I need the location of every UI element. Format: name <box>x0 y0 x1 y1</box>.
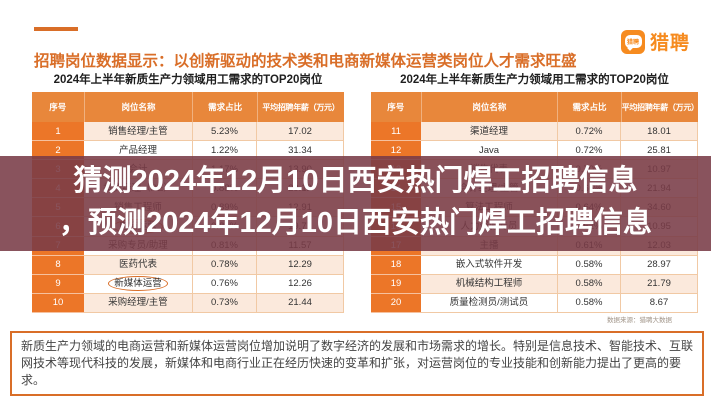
overlay-title-line2: ，预测2024年12月10日西安热门焊工招聘信息 <box>58 207 653 239</box>
job-name-text: 产品经理 <box>118 144 157 156</box>
table-row: 12 Java 0.72% 25.81 <box>371 141 698 161</box>
table-row: 19 机械结构工程师 0.58% 21.79 <box>371 274 698 294</box>
job-name-cell: 医药代表 <box>84 255 193 275</box>
job-name-text: 采购经理/主管 <box>108 297 168 309</box>
rank-cell: 9 <box>32 274 84 294</box>
salary-cell: 8.67 <box>621 293 698 313</box>
share-cell: 0.73% <box>193 293 257 313</box>
job-name-text: 医药代表 <box>118 259 157 271</box>
job-name-cell: 采购经理/主管 <box>84 293 193 313</box>
table-header-row: 序号 岗位名称 需求占比 平均招聘年薪（万元） <box>371 92 699 122</box>
table-title: 2024年上半年新质生产力领域用工需求的TOP20岗位 <box>53 74 323 86</box>
liepin-logo-text: 猎聘 <box>650 33 691 54</box>
job-name-text: Java <box>478 144 500 156</box>
salary-cell: 21.79 <box>621 274 698 294</box>
report-headline: 招聘岗位数据显示：以创新驱动的技术类和电商新媒体运营类岗位人才需求旺盛 <box>34 53 577 70</box>
salary-cell: 12.26 <box>257 274 344 294</box>
share-cell: 0.78% <box>193 255 257 275</box>
job-name-text: 机械结构工程师 <box>455 278 523 290</box>
overlay-title-line1: 猜测2024年12月10日西安热门焊工招聘信息 <box>73 165 638 197</box>
job-name-text: 销售经理/主管 <box>108 125 168 137</box>
job-name-text: 新媒体运营 <box>108 276 168 292</box>
rank-cell: 18 <box>371 255 421 275</box>
rank-cell: 20 <box>371 293 421 313</box>
share-cell: 0.58% <box>558 293 621 313</box>
salary-cell: 21.44 <box>257 293 344 313</box>
column-header-name: 岗位名称 <box>422 92 559 122</box>
data-source-note: 数据来源：猎聘大数据 <box>607 317 672 324</box>
table-row: 20 质量检测员/测试员 0.58% 8.67 <box>371 293 698 313</box>
share-cell: 0.58% <box>558 274 621 294</box>
column-header-salary: 平均招聘年薪（万元） <box>262 102 340 112</box>
table-row: 1 销售经理/主管 5.23% 17.02 <box>32 122 344 142</box>
column-header-share: 需求占比 <box>558 92 622 122</box>
share-cell: 0.76% <box>193 274 257 294</box>
table-row: 10 采购经理/主管 0.73% 21.44 <box>32 293 344 313</box>
share-cell: 5.23% <box>193 122 257 142</box>
column-header-share: 需求占比 <box>193 92 258 122</box>
table-row: 11 渠道经理 0.72% 18.01 <box>371 122 698 142</box>
share-cell: 0.58% <box>558 255 621 275</box>
column-header-name: 岗位名称 <box>85 92 194 122</box>
rank-cell: 10 <box>32 293 84 313</box>
liepin-logo: 猎聘 猎聘 <box>621 28 690 55</box>
table-row: 8 医药代表 0.78% 12.29 <box>32 255 344 275</box>
salary-cell: 18.01 <box>621 122 698 142</box>
job-name-cell: 新媒体运营 <box>84 274 193 294</box>
speech-bubble-icon: 猎聘 <box>624 35 642 48</box>
table-header-row: 序号 岗位名称 需求占比 平均招聘年薪（万元） <box>32 92 344 122</box>
column-header-rank: 序号 <box>32 92 85 122</box>
table-title: 2024年上半年新质生产力领域用工需求的TOP20岗位 <box>400 74 669 86</box>
accent-dash <box>34 27 78 31</box>
table-row: 18 嵌入式软件开发 0.58% 28.97 <box>371 255 698 275</box>
column-header-salary: 平均招聘年薪（万元） <box>621 102 699 112</box>
rank-cell: 8 <box>32 255 84 275</box>
job-name-cell: 销售经理/主管 <box>84 122 193 142</box>
salary-cell: 17.02 <box>257 122 344 142</box>
job-name-cell: 渠道经理 <box>421 122 558 142</box>
share-cell: 0.72% <box>558 122 621 142</box>
job-name-cell: 机械结构工程师 <box>421 274 558 294</box>
rank-cell: 19 <box>371 274 421 294</box>
rank-cell: 1 <box>32 122 84 142</box>
job-name-text: 嵌入式软件开发 <box>455 259 523 271</box>
salary-cell: 12.29 <box>257 255 344 275</box>
table-row: 9 新媒体运营 0.76% 12.26 <box>32 274 344 294</box>
salary-cell: 28.97 <box>621 255 698 275</box>
summary-note: 新质生产力领域的电商运营和新媒体运营岗位增加说明了数字经济的发展和市场需求的增长… <box>10 331 704 396</box>
liepin-logo-icon: 猎聘 <box>621 29 645 54</box>
column-header-rank: 序号 <box>371 92 422 122</box>
headline-overlay: 猜测2024年12月10日西安热门焊工招聘信息 ，预测2024年12月10日西安… <box>0 156 711 251</box>
job-name-cell: 质量检测员/测试员 <box>421 293 558 313</box>
job-name-cell: 嵌入式软件开发 <box>421 255 558 275</box>
job-name-text: 质量检测员/测试员 <box>449 297 529 309</box>
rank-cell: 11 <box>371 122 421 142</box>
job-name-text: 渠道经理 <box>469 125 508 137</box>
